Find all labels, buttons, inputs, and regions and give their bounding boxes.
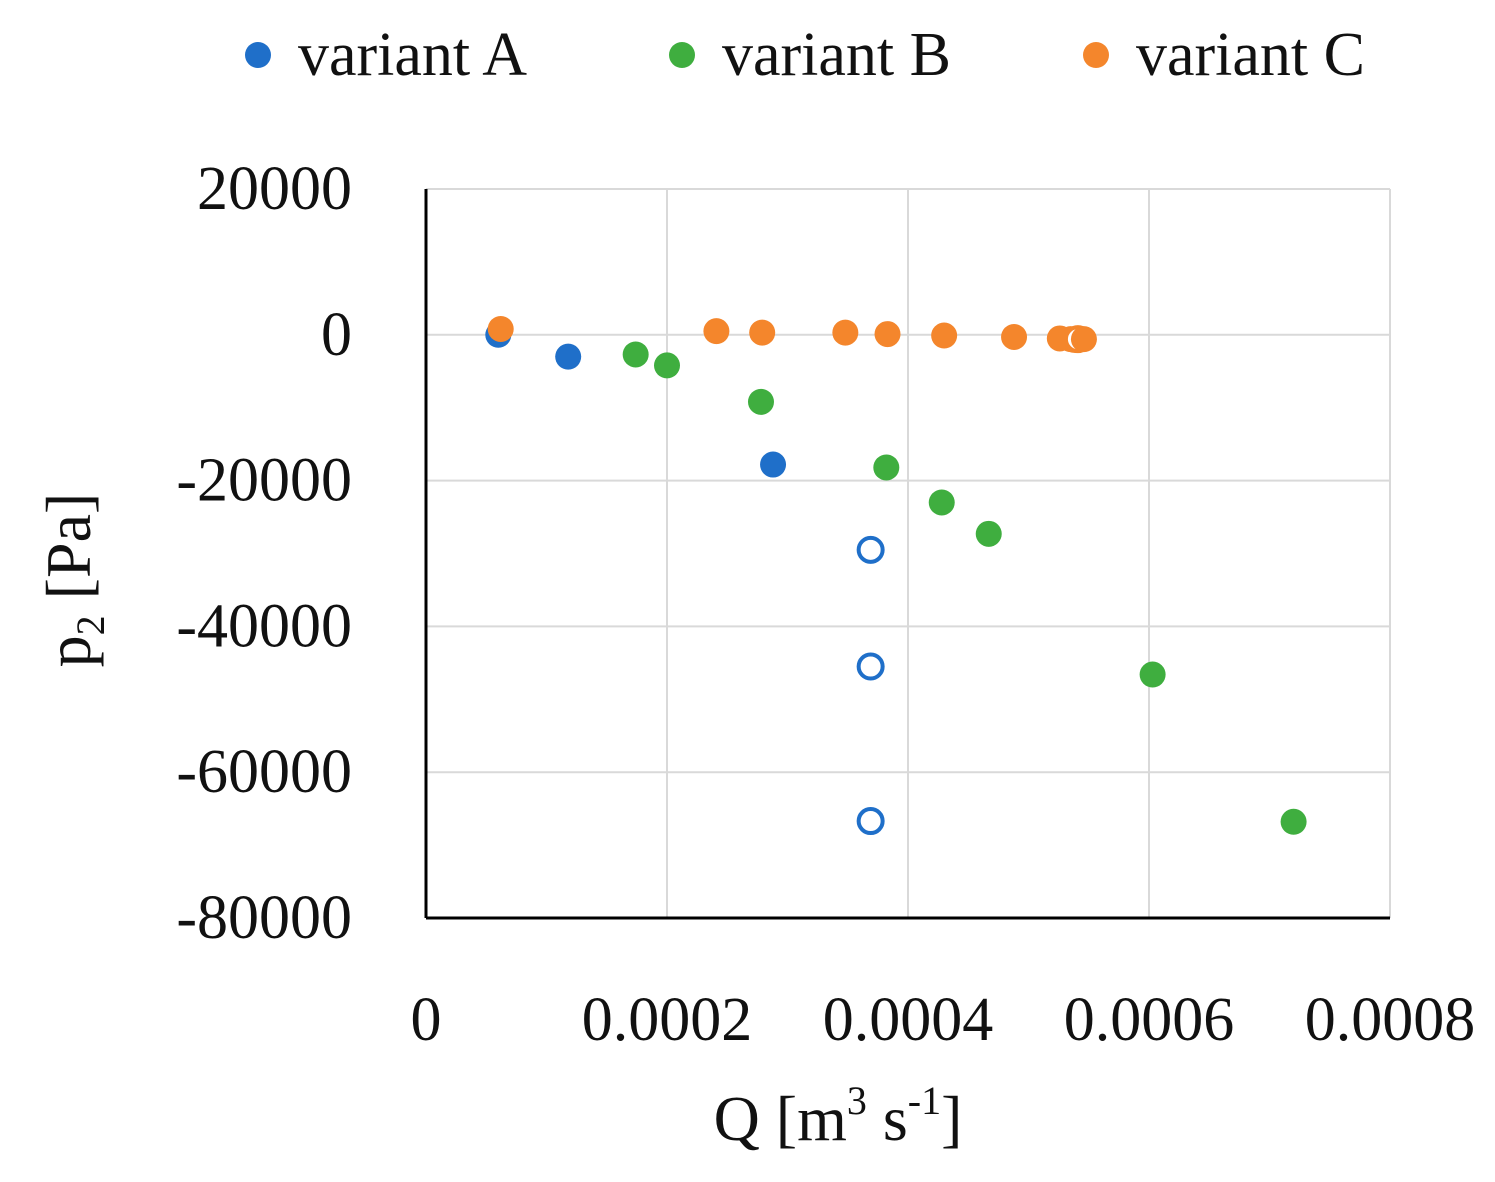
variant-b-point	[747, 388, 774, 415]
legend-label-variant-c: variant C	[1136, 21, 1365, 89]
y-axis-title-sub: 2	[68, 615, 113, 635]
x-axis-title-sup1: 3	[847, 1078, 867, 1123]
variant-b-point	[654, 352, 680, 379]
grid-lines	[426, 188, 1391, 918]
variant-c-point	[703, 318, 730, 345]
variant-b-point	[975, 520, 1002, 547]
legend-marker-variant-a	[245, 42, 271, 68]
variant-a-point	[555, 343, 582, 370]
y-tick-label: -20000	[176, 447, 352, 515]
variant-c-point	[1001, 323, 1028, 350]
data-points	[485, 315, 1307, 836]
y-axis-title-base: p	[33, 635, 104, 667]
x-axis-title-base: Q [m	[714, 1083, 847, 1154]
variant-b-point	[622, 341, 649, 368]
axes	[424, 189, 1390, 920]
variant-c-point	[832, 319, 859, 346]
x-tick-label: 0.0004	[823, 986, 994, 1054]
y-tick-label: -80000	[176, 884, 352, 952]
x-axis-title-sup2: -1	[908, 1078, 941, 1123]
legend-marker-variant-b	[669, 42, 695, 68]
x-tick-label: 0	[411, 986, 442, 1054]
x-axis-title-end: ]	[941, 1083, 962, 1154]
variant-a-point	[760, 451, 787, 478]
variant-c-point	[1070, 326, 1097, 353]
x-axis-title: Q [m3 s-1]	[714, 1078, 963, 1154]
y-tick-label: -40000	[176, 592, 352, 660]
x-tick-labels: 0 0.0002 0.0004 0.0006 0.0008	[411, 986, 1476, 1054]
variant-c-point	[874, 321, 901, 348]
x-tick-label: 0.0006	[1064, 986, 1235, 1054]
y-tick-label: 0	[321, 301, 352, 369]
y-tick-labels: 20000 0 -20000 -40000 -60000 -80000	[176, 155, 352, 952]
legend-label-variant-b: variant B	[722, 21, 951, 89]
variant-b-point	[1280, 808, 1307, 835]
y-axis-title: p2 [Pa]	[33, 493, 113, 668]
legend: variant A variant B variant C	[245, 21, 1365, 89]
variant-b-point	[873, 454, 900, 481]
legend-label-variant-a: variant A	[298, 21, 527, 89]
legend-marker-variant-c	[1083, 42, 1109, 68]
variant-c-point	[749, 319, 776, 346]
x-tick-label: 0.0008	[1305, 986, 1476, 1054]
x-tick-label: 0.0002	[582, 986, 753, 1054]
y-tick-label: -60000	[176, 738, 352, 806]
variant-b-point	[928, 489, 955, 516]
y-tick-label: 20000	[197, 155, 352, 223]
variant-c-point	[931, 322, 958, 349]
variant-b-point	[1139, 661, 1166, 688]
variant-a-point	[856, 535, 885, 564]
variant-a-point	[856, 807, 885, 836]
variant-c-point	[487, 315, 514, 342]
x-axis-title-mid: s	[867, 1083, 908, 1154]
variant-a-point	[856, 652, 885, 681]
y-axis-title-end: [Pa]	[33, 493, 104, 616]
